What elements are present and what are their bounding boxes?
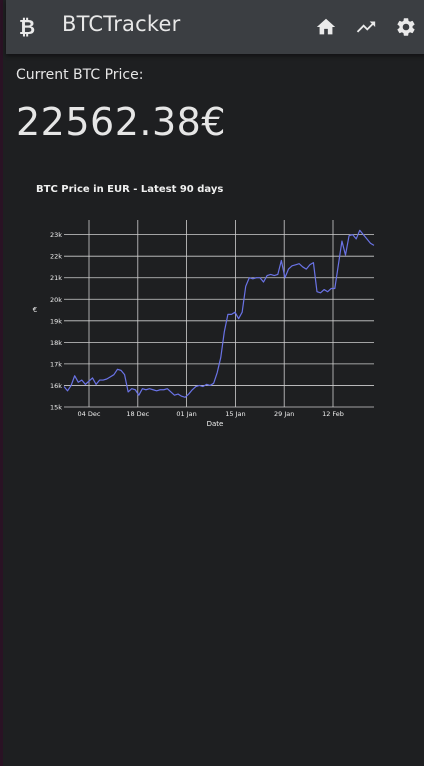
y-tick-label: 15k	[50, 404, 62, 412]
app-bar: ₿ BTCTracker	[6, 0, 424, 54]
y-tick-label: 16k	[50, 382, 62, 390]
chart-svg: BTC Price in EUR - Latest 90 days 15k 16k…	[24, 174, 384, 434]
gear-icon	[395, 16, 417, 38]
x-tick-label: 04 Dec	[78, 410, 101, 418]
trend-button[interactable]	[352, 13, 380, 41]
x-tick-label: 18 Dec	[126, 410, 149, 418]
btc-price-line	[64, 230, 374, 397]
x-tick-label: 29 Jan	[274, 410, 294, 418]
y-axis-ticks: 15k 16k 17k 18k 19k 20k 21k 22k 23k	[50, 231, 62, 411]
svg-text:₿: ₿	[19, 15, 35, 39]
x-tick-label: 01 Jan	[176, 410, 196, 418]
home-button[interactable]	[312, 13, 340, 41]
main-content: Current BTC Price: 22562.38€ BTC Price i…	[6, 54, 424, 766]
y-tick-label: 19k	[50, 317, 62, 325]
y-tick-label: 23k	[50, 231, 62, 239]
y-tick-label: 22k	[50, 253, 62, 261]
y-tick-label: 17k	[50, 360, 62, 368]
bitcoin-icon: ₿	[18, 14, 36, 40]
price-value: 22562.38€	[16, 100, 226, 144]
app-title: BTCTracker	[62, 12, 180, 36]
price-chart: BTC Price in EUR - Latest 90 days 15k 16k…	[24, 174, 384, 434]
y-tick-label: 20k	[50, 296, 62, 304]
x-tick-label: 12 Feb	[322, 410, 344, 418]
settings-button[interactable]	[392, 13, 420, 41]
x-axis-label: Date	[207, 420, 224, 428]
x-axis-ticks: 04 Dec 18 Dec 01 Jan 15 Jan 29 Jan 12 Feb	[78, 410, 344, 418]
y-axis-label: €	[33, 306, 37, 314]
y-tick-label: 21k	[50, 274, 62, 282]
x-tick-label: 15 Jan	[225, 410, 245, 418]
chart-title: BTC Price in EUR - Latest 90 days	[36, 184, 223, 195]
y-tick-label: 18k	[50, 339, 62, 347]
trending-up-icon	[355, 16, 377, 38]
price-label: Current BTC Price:	[16, 67, 143, 83]
home-icon	[315, 16, 337, 38]
chart-grid	[64, 220, 374, 407]
